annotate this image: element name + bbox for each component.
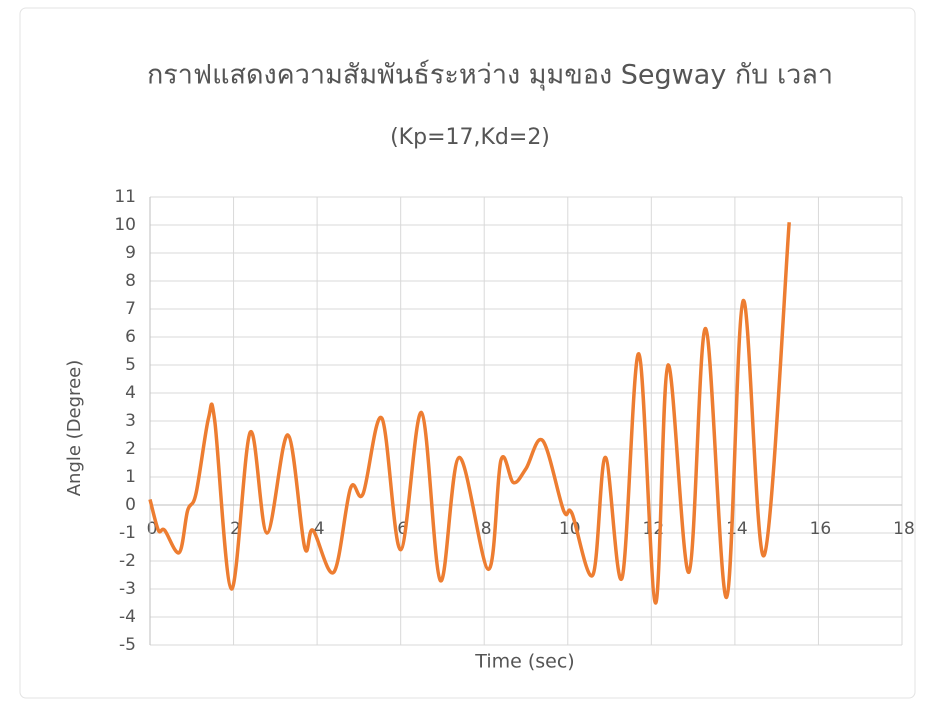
y-tick-label: -3 xyxy=(119,579,136,599)
y-tick-label: -1 xyxy=(119,523,136,543)
y-tick-label: 7 xyxy=(125,299,136,319)
x-tick-label: 18 xyxy=(893,519,915,539)
chart-title: กราฟแสดงความสัมพันธ์ระหว่าง มุมของ Segwa… xyxy=(147,59,833,92)
y-tick-label: 1 xyxy=(125,467,136,487)
y-tick-label: -2 xyxy=(119,551,136,571)
y-tick-label: -5 xyxy=(119,635,136,655)
data-line xyxy=(150,222,789,603)
y-tick-label: 11 xyxy=(114,187,136,207)
y-tick-label: 3 xyxy=(125,411,136,431)
y-tick-label: 9 xyxy=(125,243,136,263)
y-tick-label: 4 xyxy=(125,383,136,403)
chart-subtitle: (Kp=17,Kd=2) xyxy=(390,125,550,150)
y-tick-label: -4 xyxy=(119,607,136,627)
chart: กราฟแสดงความสัมพันธ์ระหว่าง มุมของ Segwa… xyxy=(0,0,935,703)
x-tick-label: 14 xyxy=(726,519,748,539)
y-tick-label: 8 xyxy=(125,271,136,291)
y-tick-label: 2 xyxy=(125,439,136,459)
x-tick-label: 16 xyxy=(810,519,832,539)
x-axis-label: Time (sec) xyxy=(474,651,574,673)
y-tick-label: 5 xyxy=(125,355,136,375)
x-tick-label: 8 xyxy=(481,519,492,539)
y-tick-label: 6 xyxy=(125,327,136,347)
y-tick-label: 0 xyxy=(125,495,136,515)
y-tick-label: 10 xyxy=(114,215,136,235)
y-axis-label: Angle (Degree) xyxy=(64,360,85,497)
